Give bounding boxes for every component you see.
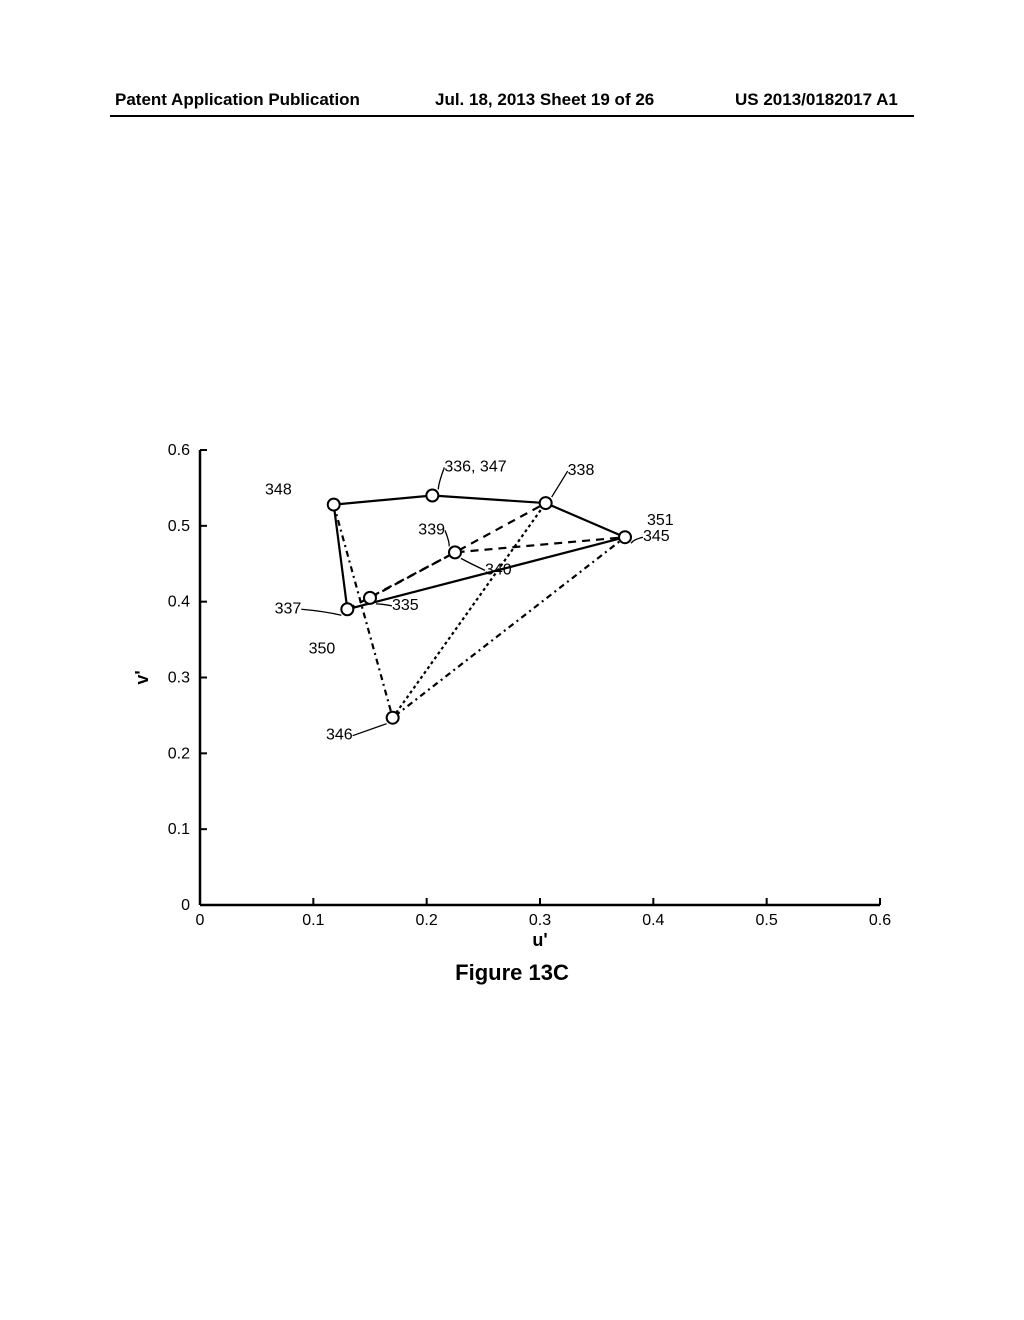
figure-caption: Figure 13C xyxy=(0,960,1024,986)
svg-text:0.2: 0.2 xyxy=(416,912,438,929)
header-rule xyxy=(110,115,914,117)
svg-text:u': u' xyxy=(532,930,547,950)
chromaticity-chart: 0 0.1 0.2 0.3 0.4 0.5 0.6 0 0.1 0.2 0.3 0.4 0.5 0.6 u'… xyxy=(130,440,900,960)
svg-text:345: 345 xyxy=(643,528,670,545)
svg-text:0.3: 0.3 xyxy=(168,670,190,687)
svg-text:0.6: 0.6 xyxy=(168,442,190,459)
svg-text:350: 350 xyxy=(309,640,336,657)
svg-text:0.5: 0.5 xyxy=(756,912,778,929)
svg-text:346: 346 xyxy=(326,727,353,744)
header-center: Jul. 18, 2013 Sheet 19 of 26 xyxy=(435,90,654,110)
svg-text:339: 339 xyxy=(418,521,445,538)
header-right: US 2013/0182017 A1 xyxy=(735,90,898,110)
svg-text:336, 347: 336, 347 xyxy=(444,459,506,476)
svg-text:348: 348 xyxy=(265,482,292,499)
svg-text:0.5: 0.5 xyxy=(168,518,190,535)
svg-text:0: 0 xyxy=(181,897,190,914)
svg-text:337: 337 xyxy=(275,600,302,617)
svg-text:0.6: 0.6 xyxy=(869,912,891,929)
header-left: Patent Application Publication xyxy=(115,90,360,110)
svg-text:0: 0 xyxy=(196,912,205,929)
svg-text:0.3: 0.3 xyxy=(529,912,551,929)
svg-text:0.4: 0.4 xyxy=(642,912,664,929)
svg-text:335: 335 xyxy=(392,597,419,614)
svg-text:0.1: 0.1 xyxy=(168,821,190,838)
svg-text:338: 338 xyxy=(568,462,595,479)
svg-text:0.1: 0.1 xyxy=(302,912,324,929)
svg-text:340: 340 xyxy=(485,561,512,578)
svg-text:v': v' xyxy=(132,670,152,684)
svg-text:0.4: 0.4 xyxy=(168,594,190,611)
svg-text:0.2: 0.2 xyxy=(168,745,190,762)
svg-text:351: 351 xyxy=(647,512,674,529)
